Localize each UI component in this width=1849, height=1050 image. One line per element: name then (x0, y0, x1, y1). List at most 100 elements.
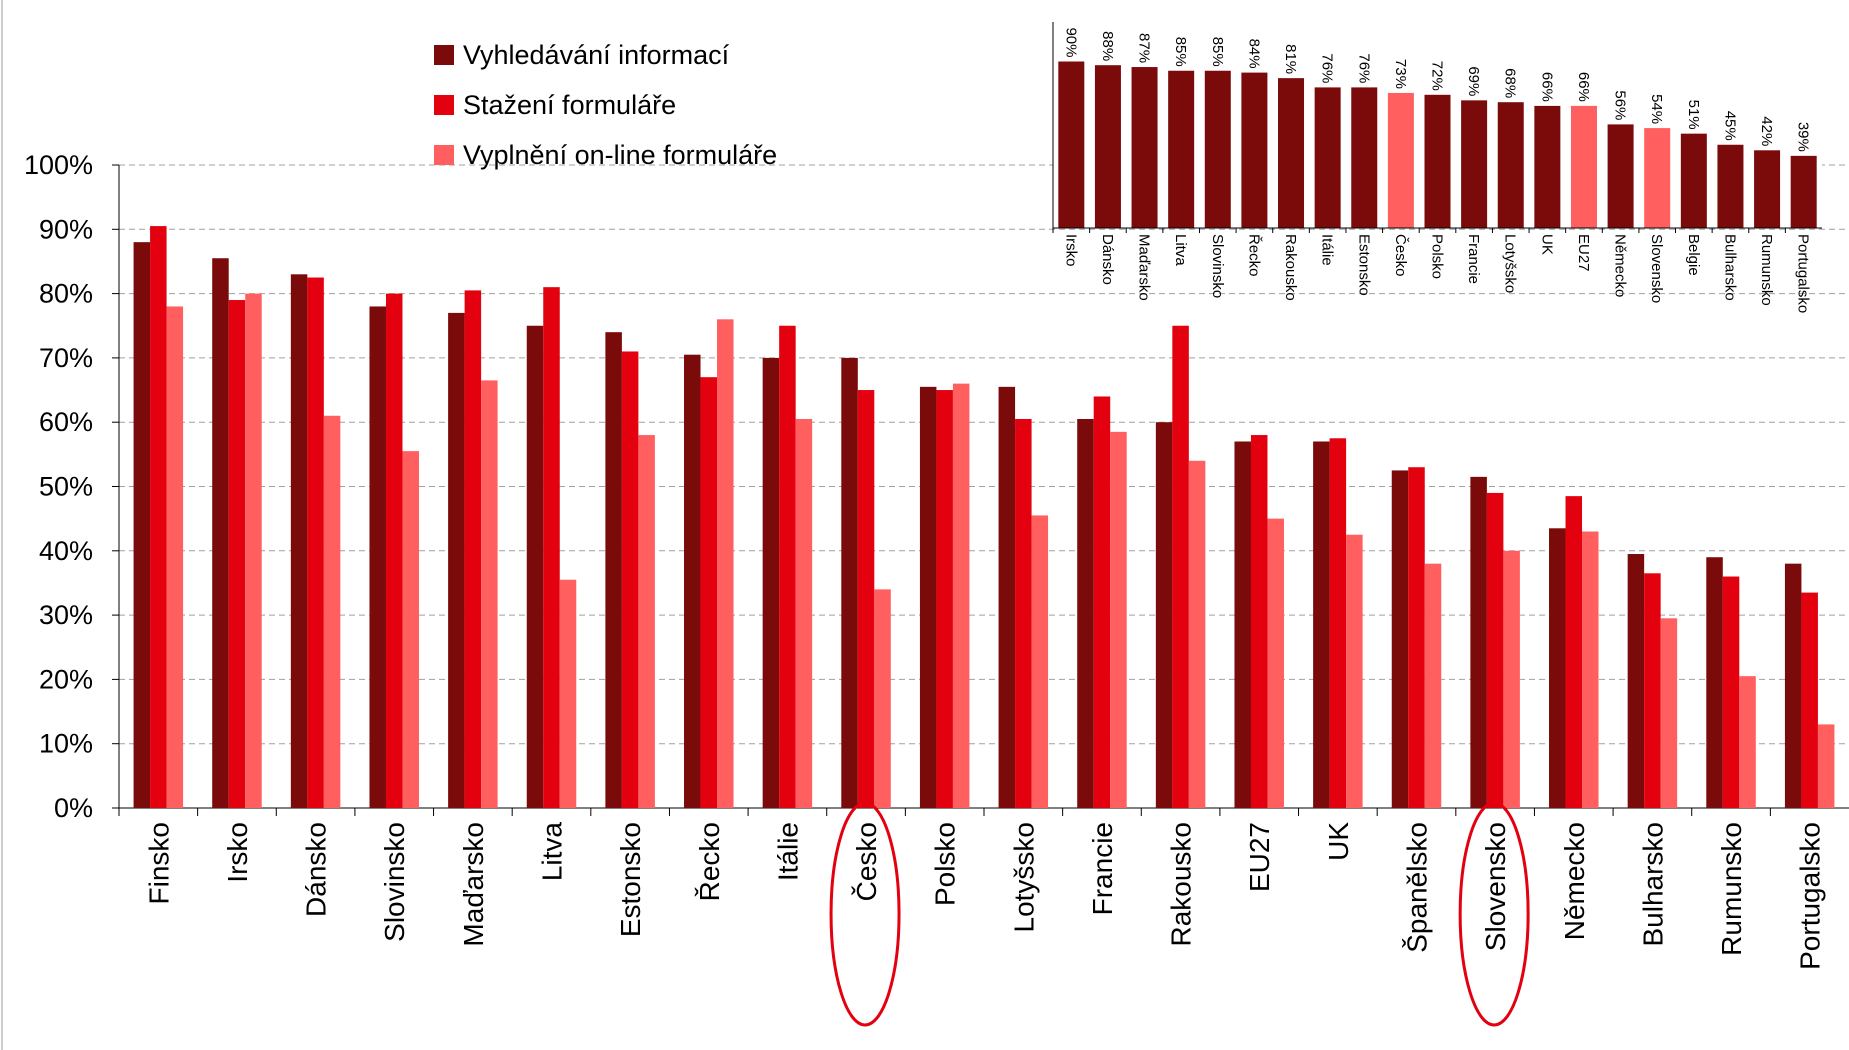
bar (1582, 531, 1599, 808)
bar (1607, 124, 1634, 228)
bar (1722, 576, 1740, 808)
bar (1278, 78, 1305, 229)
bar (684, 354, 701, 808)
bar (857, 390, 875, 808)
bar (1570, 105, 1597, 228)
bar (1241, 72, 1268, 228)
bar (1346, 534, 1363, 808)
x-tick-label: Rakousko (1166, 822, 1197, 947)
value-label: 76% (1355, 53, 1372, 83)
bar (1188, 460, 1206, 808)
value-label: 39% (1795, 122, 1812, 152)
bar (1329, 438, 1347, 808)
bar (1234, 441, 1251, 808)
x-tick-label: UK (1323, 822, 1354, 861)
x-tick-label: Estonsko (1355, 234, 1372, 296)
bar (1470, 476, 1487, 808)
y-tick-label: 70% (39, 343, 93, 373)
bar (1461, 100, 1488, 228)
y-tick-label: 80% (39, 279, 93, 309)
bar (605, 332, 622, 808)
highlight-ellipse (1458, 801, 1530, 1027)
bar (1204, 70, 1231, 228)
bar (717, 319, 734, 808)
x-tick-label: Německo (1559, 822, 1590, 940)
x-tick-label: Česko (1392, 234, 1409, 277)
value-label: 90% (1062, 27, 1079, 57)
value-label: 84% (1245, 39, 1262, 69)
x-tick-label: Řecko (694, 822, 725, 901)
value-label: 69% (1465, 66, 1482, 96)
x-tick-label: Polsko (930, 822, 961, 906)
highlight-ellipse (829, 801, 901, 1027)
bar (1313, 441, 1330, 808)
bar (1131, 67, 1158, 228)
bar (1817, 724, 1835, 808)
bar (998, 386, 1016, 808)
bar (307, 277, 324, 808)
y-tick-label: 50% (39, 472, 93, 502)
x-tick-label: Maďarsko (458, 822, 489, 947)
value-label: 72% (1429, 61, 1446, 91)
bar (638, 435, 655, 808)
x-tick-label: Portugalsko (1795, 234, 1812, 313)
bar (1680, 133, 1707, 228)
x-tick-label: Finsko (143, 822, 174, 904)
bar (1093, 396, 1111, 808)
bar (448, 312, 465, 808)
x-tick-label: Bulharsko (1637, 822, 1668, 947)
bar (245, 293, 262, 809)
bar (1717, 144, 1744, 228)
bar (1497, 102, 1524, 228)
value-label: 88% (1099, 31, 1116, 61)
bar (464, 290, 482, 808)
bar (1627, 554, 1645, 808)
x-tick-label: Rumunsko (1716, 822, 1747, 956)
bar (1250, 435, 1268, 808)
value-label: 73% (1392, 59, 1409, 89)
x-tick-label: Itálie (772, 822, 803, 881)
x-tick-label: Slovensko (1648, 234, 1665, 303)
bar (1267, 518, 1284, 808)
bar (1424, 563, 1442, 808)
x-tick-label: Slovinsko (1209, 234, 1226, 298)
x-tick-label: Irsko (1062, 234, 1079, 267)
x-tick-label: Lotyšsko (1502, 234, 1519, 293)
bar (1706, 557, 1723, 808)
bar (1408, 467, 1425, 808)
bar (1549, 528, 1566, 808)
x-tick-label: Rumunsko (1758, 234, 1775, 306)
bar (1351, 87, 1378, 229)
x-tick-label: UK (1538, 234, 1555, 255)
bar (1168, 70, 1195, 228)
bar (1110, 431, 1127, 808)
legend-label: Stažení formuláře (463, 90, 676, 120)
bar (1077, 418, 1094, 808)
value-label: 87% (1136, 33, 1153, 63)
x-tick-label: Irsko (222, 822, 253, 883)
x-tick-label: Polsko (1429, 234, 1446, 279)
x-tick-label: Dánsko (301, 822, 332, 917)
x-tick-label: Francie (1465, 234, 1482, 284)
x-tick-label: EU27 (1244, 822, 1275, 892)
value-label: 76% (1319, 53, 1336, 83)
bar (1172, 325, 1189, 808)
bar (385, 293, 403, 809)
value-label: 66% (1538, 72, 1555, 102)
x-tick-label: Estonsko (615, 822, 646, 937)
value-label: 54% (1648, 94, 1665, 124)
x-tick-label: Bulharsko (1721, 234, 1738, 301)
x-tick-label: Česko (851, 822, 882, 901)
bar (1644, 573, 1661, 808)
legend-swatch (434, 45, 454, 65)
x-tick-label: Španělsko (1402, 822, 1433, 953)
value-label: 51% (1685, 100, 1702, 130)
bar (290, 274, 308, 808)
bar (1739, 676, 1756, 808)
bar (228, 300, 246, 808)
bar (936, 390, 953, 808)
y-tick-label: 0% (54, 793, 93, 823)
bar (1155, 422, 1173, 808)
bar (1031, 515, 1049, 808)
legend-label: Vyhledávání informací (463, 40, 730, 70)
